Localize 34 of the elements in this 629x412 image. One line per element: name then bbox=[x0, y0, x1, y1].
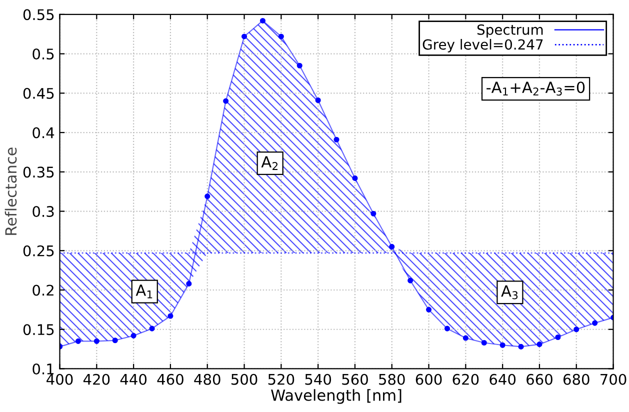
x-tick-label: 660 bbox=[526, 374, 552, 385]
x-tick-label: 680 bbox=[563, 374, 590, 385]
x-tick-label: 400 bbox=[46, 374, 73, 385]
y-tick-label: 0.25 bbox=[23, 245, 54, 256]
y-axis-title: Reflectance bbox=[4, 148, 17, 235]
y-tick-label: 0.1 bbox=[32, 363, 54, 374]
y-tick-label: 0.35 bbox=[23, 166, 54, 178]
x-tick-label: 700 bbox=[600, 374, 626, 385]
x-tick-label: 420 bbox=[83, 374, 110, 385]
x-tick-label: 480 bbox=[194, 374, 220, 385]
annotation: A$_{3}$ bbox=[501, 285, 518, 300]
annotation: A$_{1}$ bbox=[136, 284, 152, 298]
x-tick-label: 500 bbox=[231, 374, 258, 385]
x-tick-label: 440 bbox=[120, 374, 147, 385]
x-tick-label: 540 bbox=[305, 374, 332, 385]
legend-label: Spectrum bbox=[477, 24, 543, 38]
y-tick-label: 0.5 bbox=[32, 48, 54, 60]
y-tick-label: 0.2 bbox=[32, 284, 54, 296]
x-axis-title: Wavelength [nm] bbox=[271, 389, 402, 404]
legend-label: Grey level=0.247 bbox=[422, 38, 543, 52]
annotation: -A$_{1}$+A$_{2}$-A$_{3}$=0 bbox=[486, 82, 585, 96]
y-tick-label: 0.3 bbox=[32, 206, 54, 218]
x-tick-label: 560 bbox=[342, 374, 368, 385]
annotation: A$_{2}$ bbox=[261, 156, 278, 170]
x-tick-label: 520 bbox=[268, 374, 294, 385]
x-tick-label: 460 bbox=[157, 374, 184, 385]
y-tick-label: 0.15 bbox=[23, 324, 54, 336]
x-tick-label: 580 bbox=[379, 374, 405, 385]
x-tick-label: 620 bbox=[452, 374, 479, 385]
y-tick-label: 0.4 bbox=[32, 127, 54, 138]
y-tick-label: 0.55 bbox=[23, 9, 54, 20]
y-tick-label: 0.45 bbox=[23, 88, 54, 99]
x-tick-label: 640 bbox=[490, 374, 516, 385]
x-tick-label: 600 bbox=[416, 374, 442, 385]
